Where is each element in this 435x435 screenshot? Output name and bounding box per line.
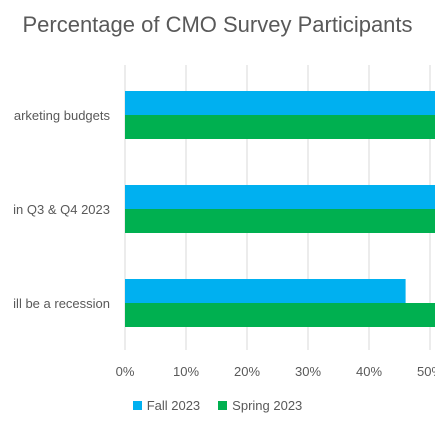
category-label: ill be a recession [13,296,110,311]
x-tick-label: 20% [234,364,260,379]
chart-title: Percentage of CMO Survey Participants [22,12,413,37]
x-tick-label: 10% [173,364,199,379]
x-tick-label: 0% [116,364,135,379]
bar-fall-2023 [125,91,435,115]
category-label: arketing budgets [14,108,111,123]
x-tick-label: 30% [295,364,321,379]
bar-spring-2023 [125,209,435,233]
bar-spring-2023 [125,303,435,327]
legend-item-fall-2023: Fall 2023 [132,398,201,413]
category-label: in Q3 & Q4 2023 [13,202,110,217]
bar-spring-2023 [125,115,435,139]
chart-legend: Fall 2023 Spring 2023 [0,398,435,413]
legend-label-spring-2023: Spring 2023 [232,398,303,413]
bar-fall-2023 [125,185,435,209]
legend-label-fall-2023: Fall 2023 [146,398,201,413]
x-tick-label: 40% [356,364,382,379]
x-tick-label: 50% [417,364,435,379]
legend-swatch-fall-2023 [132,401,142,410]
legend-item-spring-2023: Spring 2023 [218,398,302,413]
bar-fall-2023 [125,279,406,303]
legend-swatch-spring-2023 [218,401,228,410]
